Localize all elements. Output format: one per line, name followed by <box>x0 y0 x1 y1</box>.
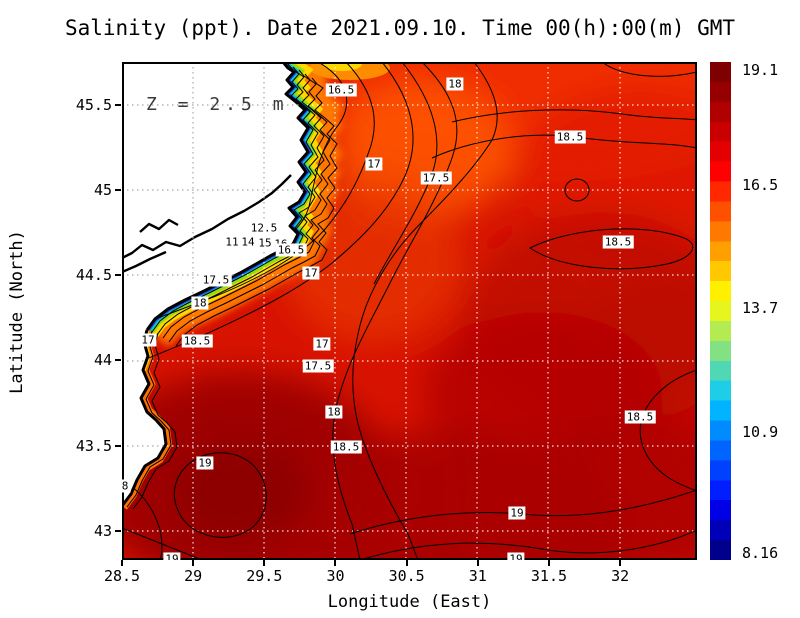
contour-label: 12.5 <box>248 221 280 235</box>
contour-label: 14 <box>239 235 257 249</box>
plot-title: Salinity (ppt). Date 2021.09.10. Time 00… <box>64 16 736 40</box>
x-tick-mark <box>192 560 195 566</box>
x-tick-mark <box>263 560 266 566</box>
x-tick-label: 29 <box>184 567 203 585</box>
salinity-contour-map <box>122 62 697 560</box>
x-tick-mark <box>547 560 550 566</box>
map-plot-area: Z = 2.5 m 16.5 18 18.5 17 17.5 18.5 12.5 11 14 15… <box>122 62 697 560</box>
contour-label: 18.5 <box>624 410 656 424</box>
colorbar <box>710 62 731 560</box>
x-tick-label: 30.5 <box>388 567 425 585</box>
x-tick-label: 31.5 <box>530 567 568 585</box>
colorbar-tick-label: 8.16 <box>742 544 779 562</box>
x-tick-label: 32 <box>611 567 630 585</box>
x-tick-mark <box>619 560 622 566</box>
y-tick-mark <box>115 103 121 106</box>
contour-label: 18 <box>446 77 464 91</box>
y-tick-label: 45 <box>93 180 112 199</box>
y-tick-label: 44.5 <box>75 266 112 285</box>
contour-lines <box>122 62 697 560</box>
contour-label: 17 <box>365 157 383 171</box>
y-tick-mark <box>115 188 121 191</box>
colorbar-tick-label: 13.7 <box>742 299 779 318</box>
x-tick-label: 31 <box>468 567 487 585</box>
y-tick-mark <box>115 444 121 447</box>
y-axis-label: Latitude (North) <box>7 230 27 394</box>
contour-label: 17 <box>139 333 157 347</box>
contour-label: 17 <box>313 337 331 351</box>
x-tick-mark <box>334 560 337 566</box>
y-tick-label: 43.5 <box>75 436 112 455</box>
x-tick-mark <box>476 560 479 566</box>
x-tick-label: 29.5 <box>246 567 283 585</box>
contour-label: 8 <box>122 479 131 493</box>
depth-annotation: Z = 2.5 m <box>146 94 289 115</box>
contour-label: 18.5 <box>602 235 634 249</box>
contour-label: 17.5 <box>200 273 232 287</box>
colorbar-tick-label: 16.5 <box>742 175 779 194</box>
contour-label: 18.5 <box>554 130 586 144</box>
colorbar-tick-label: 10.9 <box>742 423 779 442</box>
x-tick-mark <box>121 560 123 566</box>
y-tick-mark <box>115 274 121 277</box>
contour-label: 19 <box>196 456 214 470</box>
y-tick-mark <box>115 359 121 362</box>
contour-label: 18 <box>325 405 343 419</box>
y-tick-label: 43 <box>93 522 112 540</box>
contour-label: 15 <box>256 236 274 250</box>
contour-label: 11 <box>223 235 241 249</box>
contour-label: 17 <box>302 266 320 280</box>
x-tick-label: 30 <box>326 567 345 585</box>
contour-label: 19 <box>508 506 526 520</box>
x-tick-mark <box>405 560 408 566</box>
contour-label: 16.5 <box>325 83 357 97</box>
y-tick-label: 45.5 <box>75 95 112 114</box>
contour-label: 18 <box>191 296 209 310</box>
x-tick-label: 28.5 <box>103 567 141 585</box>
contour-label: 19 <box>507 552 525 560</box>
contour-label: 18.5 <box>330 440 362 454</box>
contour-label: 16.5 <box>275 243 307 257</box>
contour-label: 17.5 <box>420 171 452 185</box>
y-tick-label: 44 <box>93 351 112 370</box>
liman-shorelines <box>122 174 292 274</box>
colorbar-tick-label: 19.1 <box>742 61 779 79</box>
contour-label: 17.5 <box>302 359 334 373</box>
contour-label: 19 <box>163 552 181 560</box>
x-axis-label: Longitude (East) <box>327 592 492 612</box>
contour-label: 18.5 <box>181 334 213 348</box>
y-tick-mark <box>115 530 121 532</box>
